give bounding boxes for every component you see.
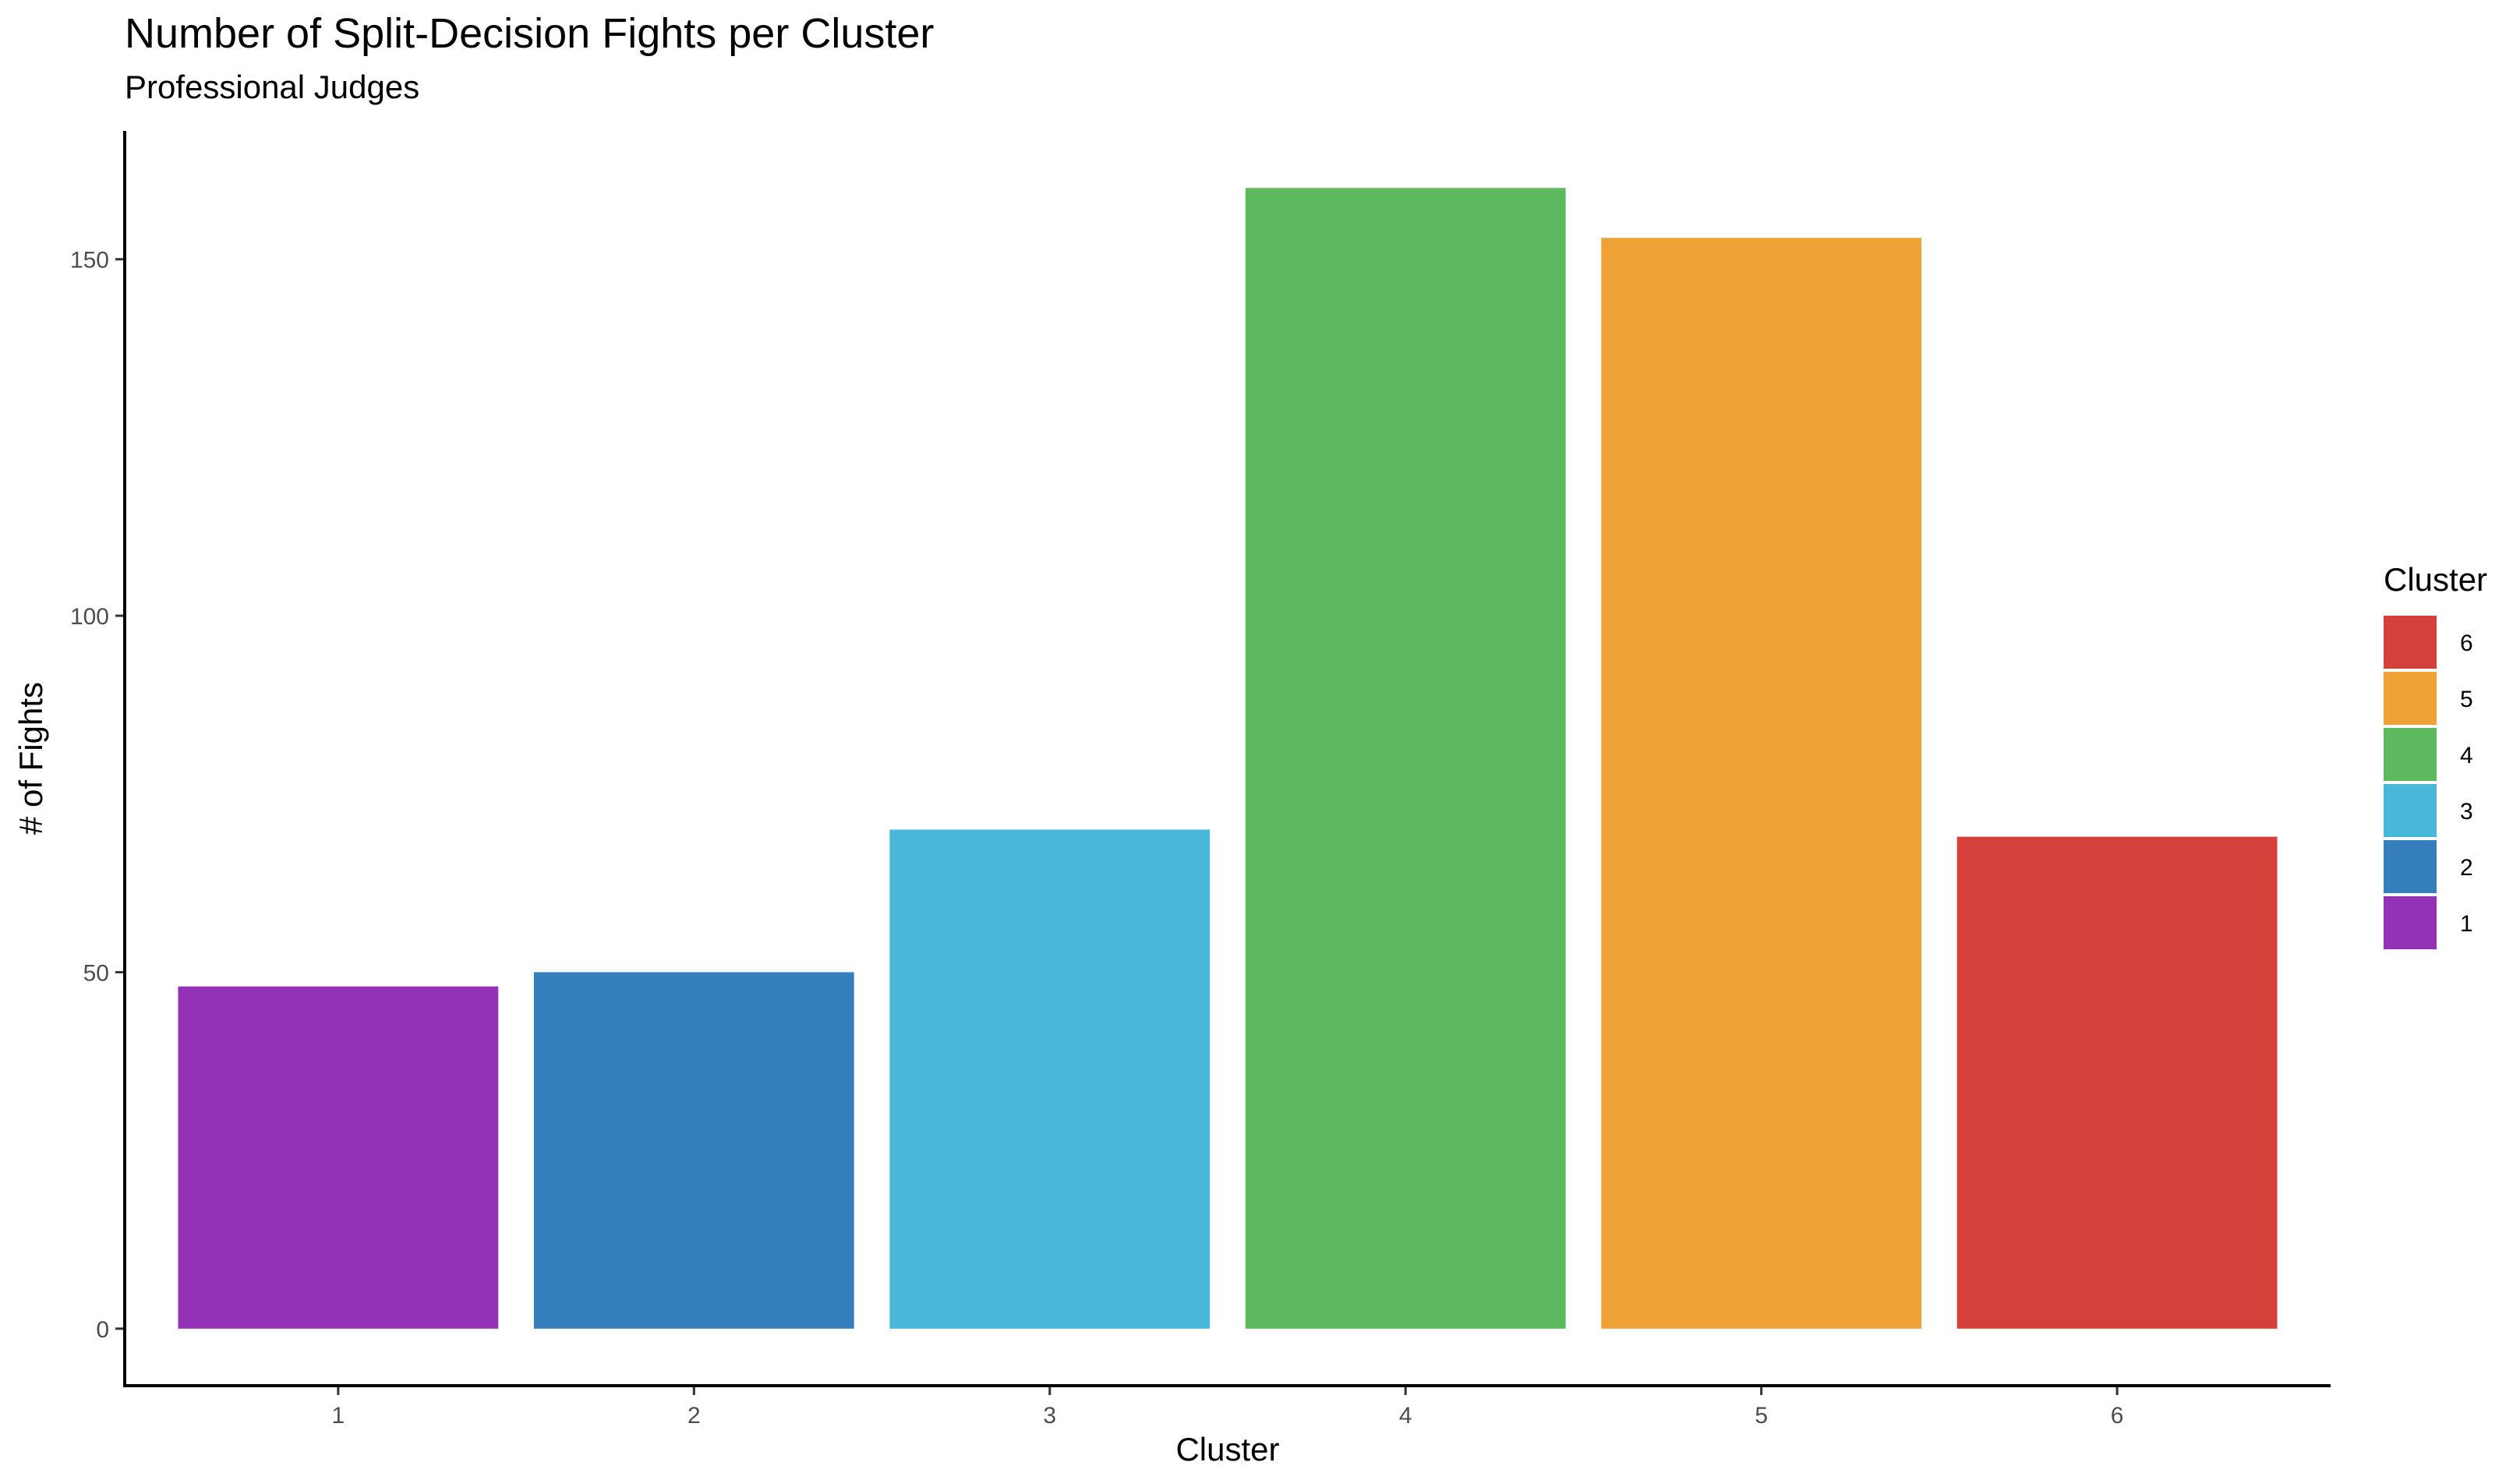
x-tick-label: 4 [1399, 1403, 1412, 1429]
bar-cluster-5 [1601, 238, 1922, 1329]
legend-entries: 6 5 4 3 2 1 [2384, 616, 2473, 949]
y-tick-label: 150 [70, 248, 109, 274]
chart-title: Number of Split-Decision Fights per Clus… [125, 10, 935, 57]
x-tick-label: 1 [332, 1403, 345, 1429]
legend-key-3 [2384, 784, 2437, 837]
x-tick-label: 3 [1043, 1403, 1056, 1429]
y-axis-title: # of Fights [12, 682, 49, 835]
legend-key-2 [2384, 840, 2437, 893]
x-tick-label: 5 [1755, 1403, 1768, 1429]
legend-title: Cluster [2384, 561, 2487, 598]
legend-label-2: 2 [2460, 855, 2473, 881]
bar-cluster-4 [1245, 188, 1566, 1329]
legend-label-6: 6 [2460, 631, 2473, 656]
legend-key-4 [2384, 728, 2437, 781]
legend-key-6 [2384, 616, 2437, 669]
y-axis-ticks: 0 50 100 150 [70, 248, 125, 1343]
legend-key-5 [2384, 672, 2437, 725]
x-axis-ticks: 1 2 3 4 5 6 [332, 1386, 2124, 1429]
bar-cluster-1 [178, 986, 499, 1329]
chart-subtitle: Professional Judges [125, 69, 420, 105]
bar-cluster-3 [889, 829, 1211, 1329]
bar-cluster-2 [533, 972, 854, 1329]
y-tick-label: 50 [83, 960, 109, 986]
y-tick-label: 0 [96, 1317, 109, 1343]
legend-label-5: 5 [2460, 687, 2473, 712]
legend-label-4: 4 [2460, 743, 2473, 768]
legend-label-1: 1 [2460, 911, 2473, 937]
legend-key-1 [2384, 896, 2437, 949]
x-axis-title: Cluster [1175, 1431, 1279, 1468]
x-tick-label: 2 [687, 1403, 701, 1429]
bars-group [178, 188, 2278, 1329]
y-tick-label: 100 [70, 604, 109, 630]
legend: Cluster 6 5 4 3 2 1 [2384, 561, 2487, 949]
legend-label-3: 3 [2460, 799, 2473, 825]
x-tick-label: 6 [2111, 1403, 2124, 1429]
bar-cluster-6 [1956, 836, 2278, 1329]
